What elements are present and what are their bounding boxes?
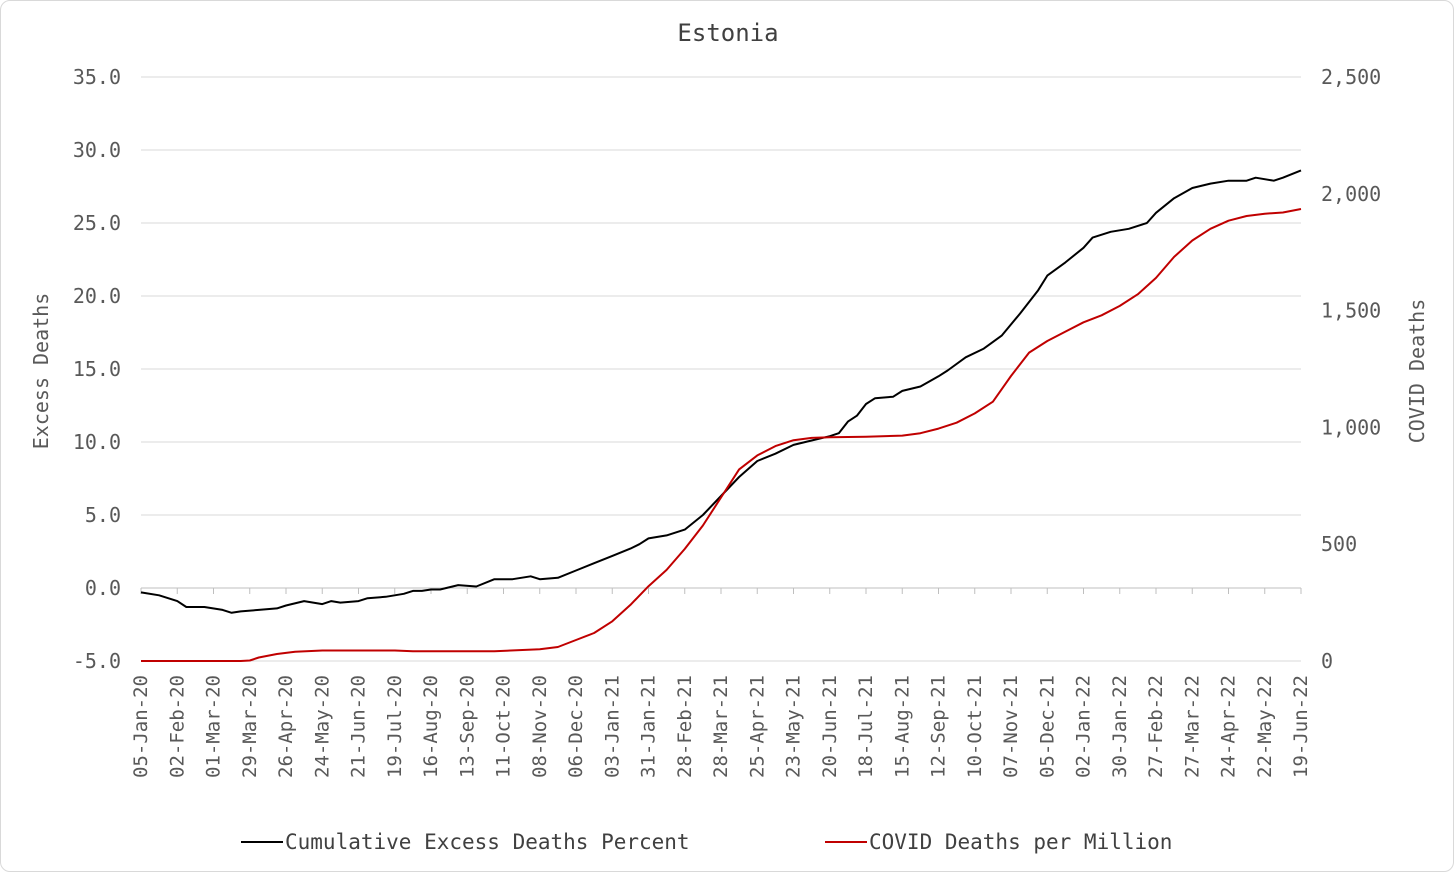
- y2-tick-label: 1,000: [1321, 415, 1381, 439]
- x-tick-label: 05-Dec-21: [1036, 675, 1058, 778]
- x-tick-label: 20-Jun-21: [819, 675, 841, 778]
- y-axis-right: 2,500 2,000 1,500 1,000 500 0: [1321, 65, 1381, 673]
- series-line-covid-deaths: [141, 208, 1302, 662]
- series-lines: [140, 169, 1302, 662]
- y-tick-label: 10.0: [73, 430, 121, 454]
- x-tick-label: 16-Aug-20: [420, 675, 442, 778]
- x-tick-label: 29-Mar-20: [239, 675, 261, 778]
- x-tick-label: 27-Feb-22: [1145, 675, 1167, 778]
- x-tick-label: 26-Apr-20: [275, 675, 297, 778]
- y2-tick-label: 1,500: [1321, 299, 1381, 323]
- y-axis-left: 35.0 30.0 25.0 20.0 15.0 10.0 5.0 0.0 -5.0: [73, 65, 121, 673]
- x-tick-label: 23-May-21: [783, 675, 805, 778]
- x-tick-label: 11-Oct-20: [493, 675, 515, 778]
- x-tick-label: 19-Jun-22: [1290, 675, 1312, 778]
- y-tick-label: 0.0: [85, 576, 121, 600]
- chart-title: Estonia: [677, 19, 778, 47]
- x-tick-label: 15-Aug-21: [891, 675, 913, 778]
- x-tick-label: 24-May-20: [311, 675, 333, 778]
- y-tick-label: 20.0: [73, 284, 121, 308]
- x-tick-label: 02-Jan-22: [1073, 675, 1095, 778]
- y-tick-label: -5.0: [73, 649, 121, 673]
- x-tick-label: 12-Sep-21: [928, 675, 950, 778]
- x-tick-label: 02-Feb-20: [166, 675, 188, 778]
- legend-label: Cumulative Excess Deaths Percent: [285, 830, 690, 854]
- x-tick-label: 21-Jun-20: [348, 675, 370, 778]
- y-tick-label: 35.0: [73, 65, 121, 89]
- legend-label: COVID Deaths per Million: [869, 830, 1172, 854]
- x-tick-label: 07-Nov-21: [1000, 675, 1022, 778]
- x-tick-label: 31-Jan-21: [638, 675, 660, 778]
- x-tick-label: 08-Nov-20: [529, 675, 551, 778]
- x-tick-label: 22-May-22: [1254, 675, 1276, 778]
- x-tick-label: 24-Apr-22: [1218, 675, 1240, 778]
- x-tick-label: 28-Mar-21: [710, 675, 732, 778]
- x-tick-label: 05-Jan-20: [130, 675, 152, 778]
- x-tick-label: 25-Apr-21: [746, 675, 768, 778]
- gridlines: [141, 76, 1301, 662]
- y-tick-label: 15.0: [73, 357, 121, 381]
- y2-tick-label: 2,500: [1321, 65, 1381, 89]
- x-tick-label: 28-Feb-21: [674, 675, 696, 778]
- x-tick-label: 18-Jul-21: [855, 675, 877, 778]
- y-tick-label: 5.0: [85, 503, 121, 527]
- y-tick-label: 30.0: [73, 138, 121, 162]
- x-tick-label: 06-Dec-20: [565, 675, 587, 778]
- x-tick-label: 27-Mar-22: [1181, 675, 1203, 778]
- x-tick-label: 19-Jul-20: [384, 675, 406, 778]
- x-axis: 05-Jan-20 02-Feb-20 01-Mar-20 29-Mar-20 26-A…: [130, 587, 1312, 778]
- y2-tick-label: 0: [1321, 649, 1333, 673]
- x-tick-label: 01-Mar-20: [203, 675, 225, 778]
- y-tick-label: 25.0: [73, 211, 121, 235]
- series-line-excess-deaths: [140, 169, 1302, 614]
- y2-tick-label: 2,000: [1321, 182, 1381, 206]
- x-tick-label: 13-Sep-20: [456, 675, 478, 778]
- x-tick-label: 30-Jan-22: [1109, 675, 1131, 778]
- legend: Cumulative Excess Deaths Percent COVID De…: [241, 830, 1172, 854]
- y2-axis-title: COVID Deaths: [1405, 299, 1429, 444]
- x-tick-label: 03-Jan-21: [601, 675, 623, 778]
- x-tick-label: 10-Oct-21: [964, 675, 986, 778]
- y2-tick-label: 500: [1321, 532, 1357, 556]
- y-axis-title: Excess Deaths: [29, 293, 53, 450]
